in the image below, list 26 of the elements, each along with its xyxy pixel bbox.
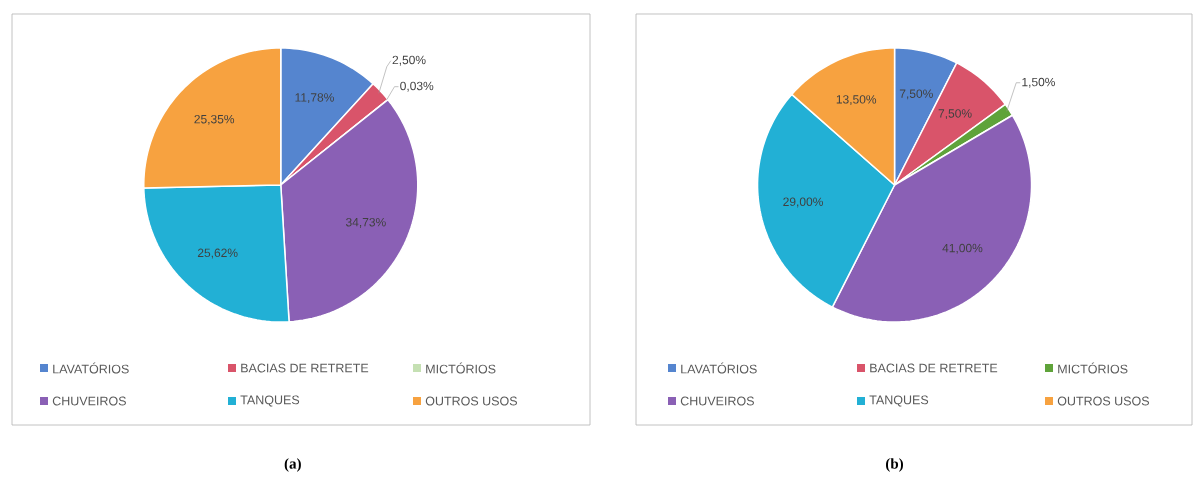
text: (a) xyxy=(284,458,301,472)
legend-label: TANQUES xyxy=(869,395,929,407)
data-label: 2,50% xyxy=(392,55,426,66)
data-label: 7,50% xyxy=(899,89,933,100)
legend-label: TANQUES xyxy=(240,395,300,407)
text: (b) xyxy=(886,458,904,472)
data-label: 13,50% xyxy=(836,95,877,106)
legend-label: OUTROS USOS xyxy=(1057,396,1149,406)
legend-label: MICTÓRIOS xyxy=(426,362,496,374)
data-label: 25,35% xyxy=(194,114,235,125)
legend-label: MICTÓRIOS xyxy=(1058,362,1128,374)
legend-label: CHUVEIROS xyxy=(680,396,754,406)
legend-label: CHUVEIROS xyxy=(52,396,126,406)
data-label: 1,50% xyxy=(1022,77,1056,88)
legend-label: BACIAS DE RETRETE xyxy=(241,363,369,373)
data-label: 0,03% xyxy=(400,81,434,92)
data-label: 11,78% xyxy=(295,93,334,104)
legend-label: BACIAS DE RETRETE xyxy=(870,363,998,373)
data-label: 34,73% xyxy=(345,217,386,228)
legend-label: OUTROS USOS xyxy=(425,396,517,406)
legend-label: LAVATÓRIOS xyxy=(681,362,757,374)
data-label: 41,00% xyxy=(942,243,983,254)
data-label: 29,00% xyxy=(783,197,823,208)
data-label: 7,50% xyxy=(938,109,972,120)
legend-label: LAVATÓRIOS xyxy=(53,362,129,374)
data-label: 25,62% xyxy=(197,248,238,259)
